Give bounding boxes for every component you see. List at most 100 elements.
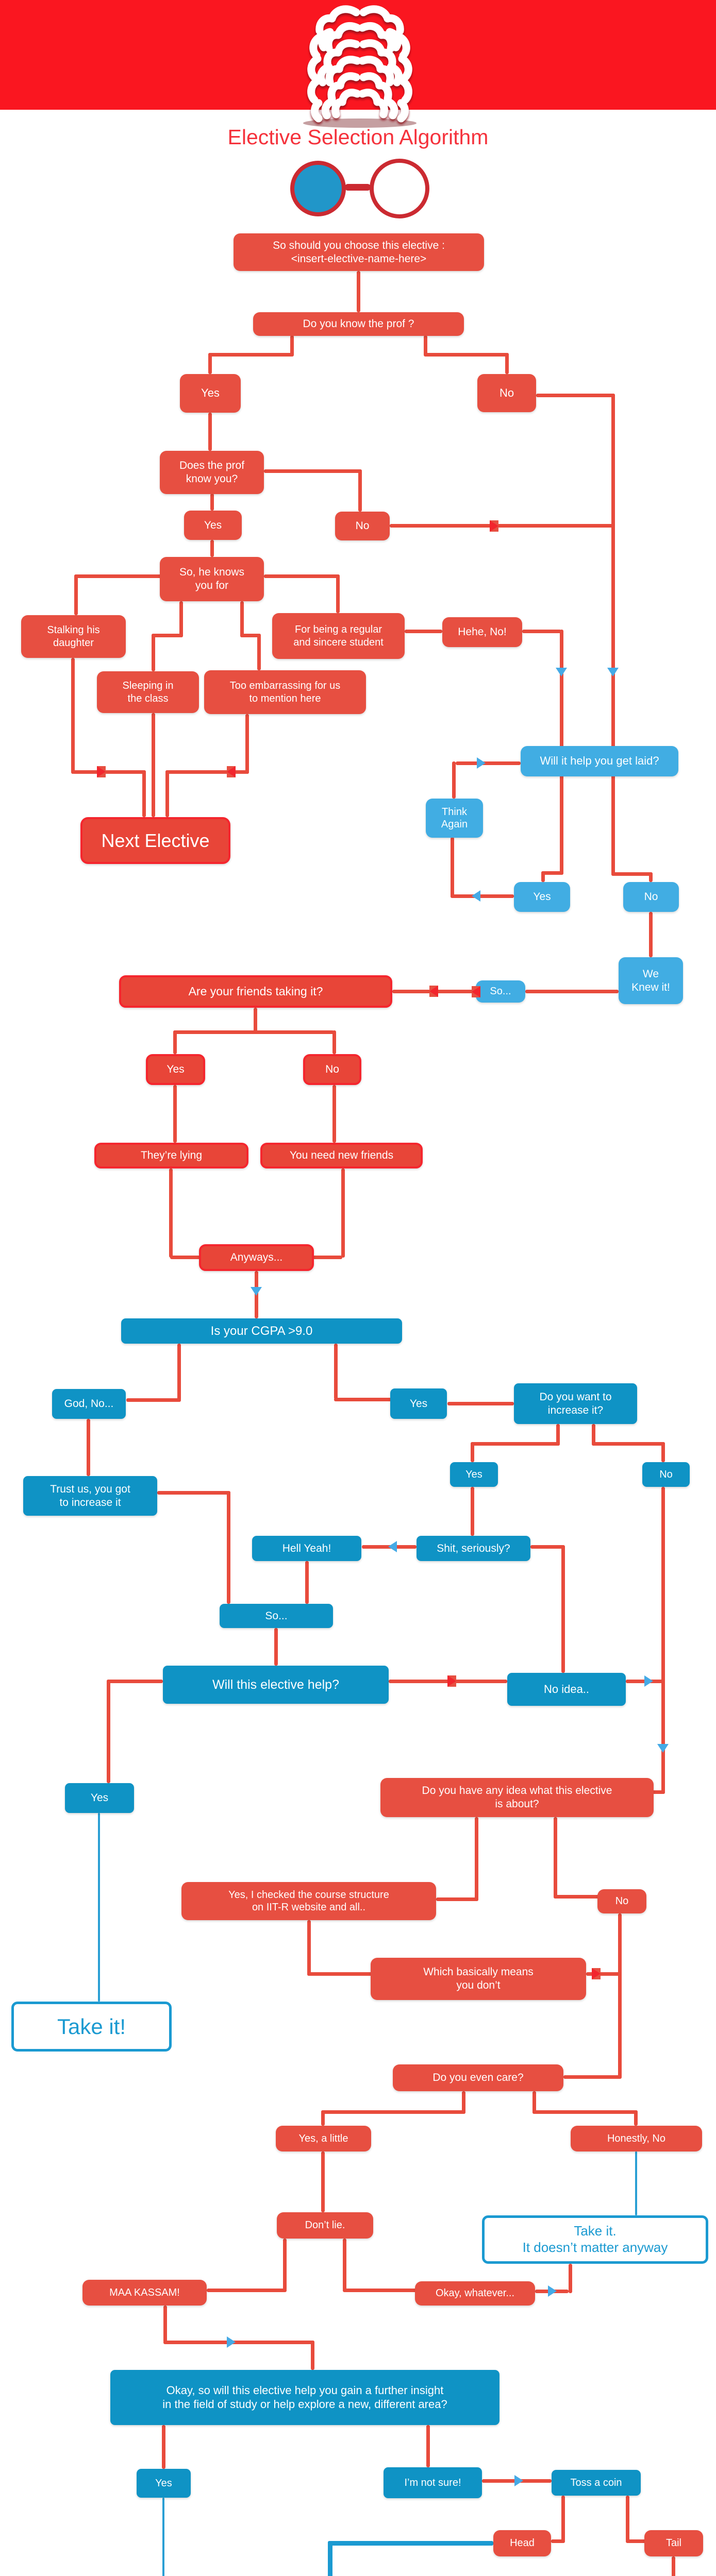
yes-increase: Yes <box>450 1462 498 1487</box>
blue-arrowhead-right-icon <box>477 757 486 769</box>
flow-connector <box>405 630 442 633</box>
flow-connector <box>341 1168 345 1258</box>
flow-connector <box>334 1398 391 1401</box>
flow-connector <box>74 574 78 615</box>
dont-lie: Don’t lie. <box>277 2212 373 2239</box>
blue-arrowhead-down-icon <box>607 668 619 676</box>
brain-icon <box>303 5 417 128</box>
toss-a-coin: Toss a coin <box>552 2470 641 2496</box>
flow-connector <box>563 2075 622 2079</box>
flow-connector <box>554 1817 557 1899</box>
flow-connector <box>163 2341 314 2344</box>
flow-connector <box>424 353 509 357</box>
flow-connector <box>165 770 169 817</box>
no-idea: No idea.. <box>507 1673 626 1706</box>
blue-arrowhead-right-icon <box>227 2336 236 2348</box>
tail: Tail <box>644 2530 703 2556</box>
friends-taking: Are your friends taking it? <box>119 975 392 1008</box>
flow-connector <box>264 574 340 578</box>
think-again: Think Again <box>426 799 483 838</box>
flow-connector <box>162 2425 165 2469</box>
flow-connector <box>240 601 244 637</box>
yes-know-prof: Yes <box>180 374 241 413</box>
flow-connector <box>532 2091 536 2114</box>
flow-connector <box>530 1545 564 1549</box>
flow-connector <box>152 634 183 637</box>
god-no: God, No... <box>52 1389 126 1419</box>
big-question: Okay, so will this elective help you gai… <box>110 2370 499 2425</box>
yes-laid: Yes <box>514 882 570 912</box>
flow-connector <box>551 2539 565 2543</box>
so-2: So... <box>220 1604 333 1628</box>
flow-connector <box>652 1790 665 1794</box>
flow-connector <box>173 1030 334 1034</box>
want-increase: Do you want to increase it? <box>514 1383 637 1424</box>
flow-connector <box>165 770 249 774</box>
flow-connector <box>626 2496 629 2541</box>
flow-connector <box>556 1424 560 1446</box>
no-checked: No <box>597 1889 646 1913</box>
flow-connector <box>305 1561 309 1604</box>
flow-connector <box>358 469 362 512</box>
no-know-prof: No <box>477 374 536 412</box>
flow-connector <box>561 2496 565 2541</box>
flow-connector <box>475 1817 478 1901</box>
flow-connector <box>451 894 514 898</box>
flow-connector <box>424 335 427 356</box>
flow-connector <box>522 630 561 633</box>
prof-know-you: Does the prof know you? <box>160 451 264 494</box>
flow-connector <box>649 912 653 957</box>
flow-connector <box>126 1398 181 1402</box>
flow-connector <box>336 574 340 613</box>
will-help: Will this elective help? <box>163 1666 389 1704</box>
flow-connector <box>163 2306 167 2343</box>
flow-connector <box>74 574 163 578</box>
blue-arrowhead-down-icon <box>556 668 567 676</box>
flow-connector <box>456 761 521 765</box>
glasses-icon <box>290 159 429 218</box>
flow-connector <box>173 1030 177 1054</box>
flow-connector <box>634 2110 638 2126</box>
get-laid: Will it help you get laid? <box>521 746 678 776</box>
flow-connector <box>274 1628 278 1666</box>
flow-connector <box>343 2239 346 2291</box>
flow-connector <box>592 1424 595 1446</box>
no-increase: No <box>642 1462 690 1487</box>
flow-connector <box>471 1442 474 1462</box>
flow-connector <box>672 2556 675 2576</box>
flow-connector <box>210 494 214 511</box>
flow-connector <box>649 872 653 882</box>
flow-connector <box>426 2425 430 2467</box>
flow-connector <box>471 1487 474 1536</box>
head: Head <box>493 2530 551 2556</box>
flow-connector <box>541 871 545 882</box>
stalking-daughter: Stalking his daughter <box>21 615 126 658</box>
blue-arrowhead-down-icon <box>657 1744 669 1753</box>
flow-connector <box>447 1402 514 1405</box>
anyways: Anyways... <box>199 1244 314 1271</box>
flow-connector <box>390 524 613 528</box>
flow-connector <box>307 1920 311 1976</box>
red-arrowhead-right-icon <box>447 1675 456 1687</box>
flow-connector <box>541 871 563 875</box>
cgpa: Is your CGPA >9.0 <box>121 1318 402 1344</box>
yes-help: Yes <box>65 1783 134 1813</box>
flow-connector <box>169 1168 173 1258</box>
glasses-right-lens <box>370 159 429 218</box>
flow-connector <box>328 2541 493 2546</box>
flow-connector <box>569 2264 572 2293</box>
no-friends: No <box>303 1054 361 1085</box>
theyre-lying: They’re lying <box>94 1143 248 1168</box>
flow-connector <box>332 1030 336 1054</box>
take-it-anyway: Take it. It doesn’t matter anyway <box>482 2215 708 2264</box>
flow-connector <box>207 2289 287 2292</box>
checked-structure: Yes, I checked the course structure on I… <box>181 1882 436 1920</box>
even-care: Do you even care? <box>393 2064 563 2091</box>
flow-connector <box>462 2091 465 2114</box>
know-the-prof: Do you know the prof ? <box>253 312 464 336</box>
yes-prof-knows: Yes <box>184 511 242 540</box>
flow-connector <box>321 2110 465 2114</box>
any-idea: Do you have any idea what this elective … <box>380 1778 654 1817</box>
red-arrowhead-right-icon <box>592 1968 601 1979</box>
